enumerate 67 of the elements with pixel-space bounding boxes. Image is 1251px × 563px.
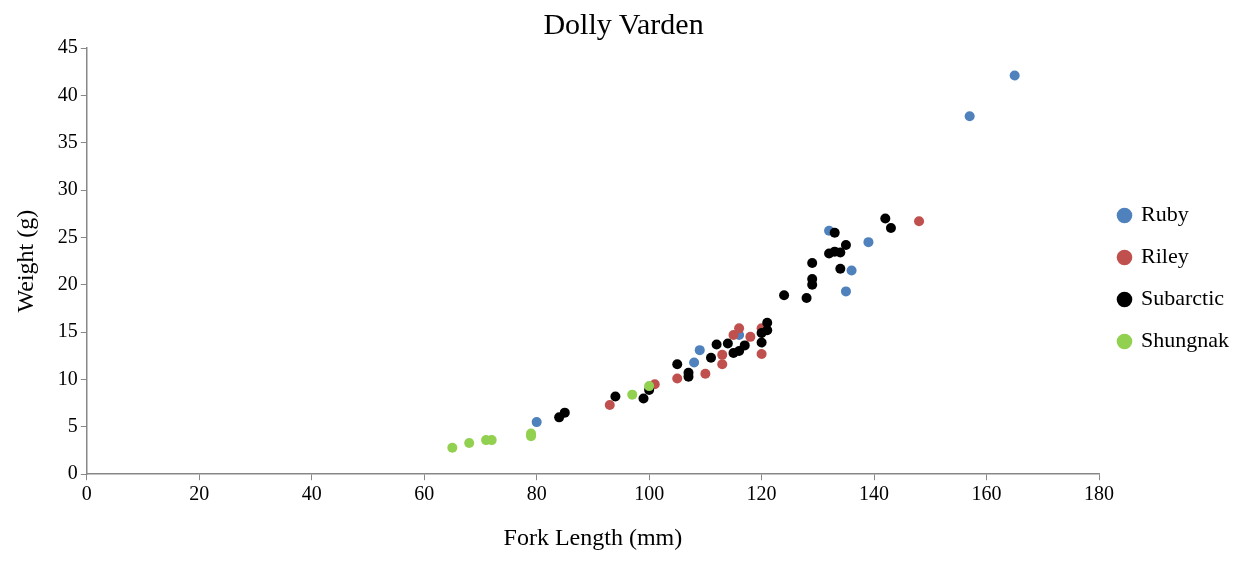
point [531, 417, 542, 428]
point [914, 216, 925, 227]
legend-label: Riley [1141, 243, 1189, 269]
point [694, 345, 705, 356]
point [700, 368, 711, 379]
point [880, 213, 891, 224]
x-tick-label: 140 [859, 482, 890, 505]
y-tick-label: 35 [57, 129, 78, 152]
point [801, 293, 812, 304]
point [1009, 70, 1020, 81]
x-tick-label: 160 [971, 482, 1002, 505]
point [756, 337, 767, 348]
point [964, 111, 975, 122]
point [739, 340, 750, 351]
legend-label: Shungnak [1141, 327, 1229, 353]
point [885, 222, 896, 233]
point [604, 400, 615, 411]
point [447, 442, 458, 453]
x-tick-label: 60 [414, 482, 435, 505]
point [734, 323, 745, 334]
point [863, 237, 874, 248]
point [711, 339, 722, 350]
y-tick-label: 10 [57, 366, 78, 389]
legend-label: Subarctic [1141, 285, 1225, 311]
point [846, 265, 857, 276]
x-tick-label: 120 [746, 482, 777, 505]
y-tick-label: 5 [67, 414, 78, 437]
point [807, 257, 818, 268]
x-tick-label: 180 [1084, 482, 1114, 505]
point [627, 389, 638, 400]
point [610, 391, 621, 402]
point [829, 227, 840, 238]
point [762, 317, 773, 328]
y-tick-label: 0 [67, 461, 78, 484]
x-tick-label: 0 [81, 482, 92, 505]
point [722, 338, 733, 349]
point [734, 346, 745, 357]
point [835, 263, 846, 274]
y-tick-label: 30 [57, 177, 78, 200]
y-tick-label: 15 [57, 319, 78, 342]
legend-label: Ruby [1141, 201, 1189, 227]
point [464, 437, 475, 448]
x-tick-label: 100 [634, 482, 665, 505]
y-tick-label: 45 [57, 35, 78, 58]
x-axis-title: Fork Length (mm) [503, 523, 683, 550]
point [840, 286, 851, 297]
x-tick-label: 20 [189, 482, 210, 505]
point [728, 329, 739, 340]
y-axis-title: Weight (g) [11, 209, 38, 313]
point [717, 359, 728, 370]
point [638, 393, 649, 404]
y-tick-label: 25 [57, 224, 78, 247]
point [672, 359, 683, 370]
point [756, 348, 767, 359]
point [705, 352, 716, 363]
point [689, 357, 700, 368]
point [672, 373, 683, 384]
chart-title: Dolly Varden [543, 6, 704, 40]
point [745, 331, 756, 342]
point [840, 240, 851, 250]
x-tick-label: 80 [526, 482, 547, 505]
point [779, 290, 790, 301]
point [717, 349, 728, 360]
point [559, 407, 570, 418]
x-tick-label: 40 [301, 482, 322, 505]
y-tick-label: 20 [57, 272, 78, 295]
y-tick-label: 40 [57, 82, 78, 105]
